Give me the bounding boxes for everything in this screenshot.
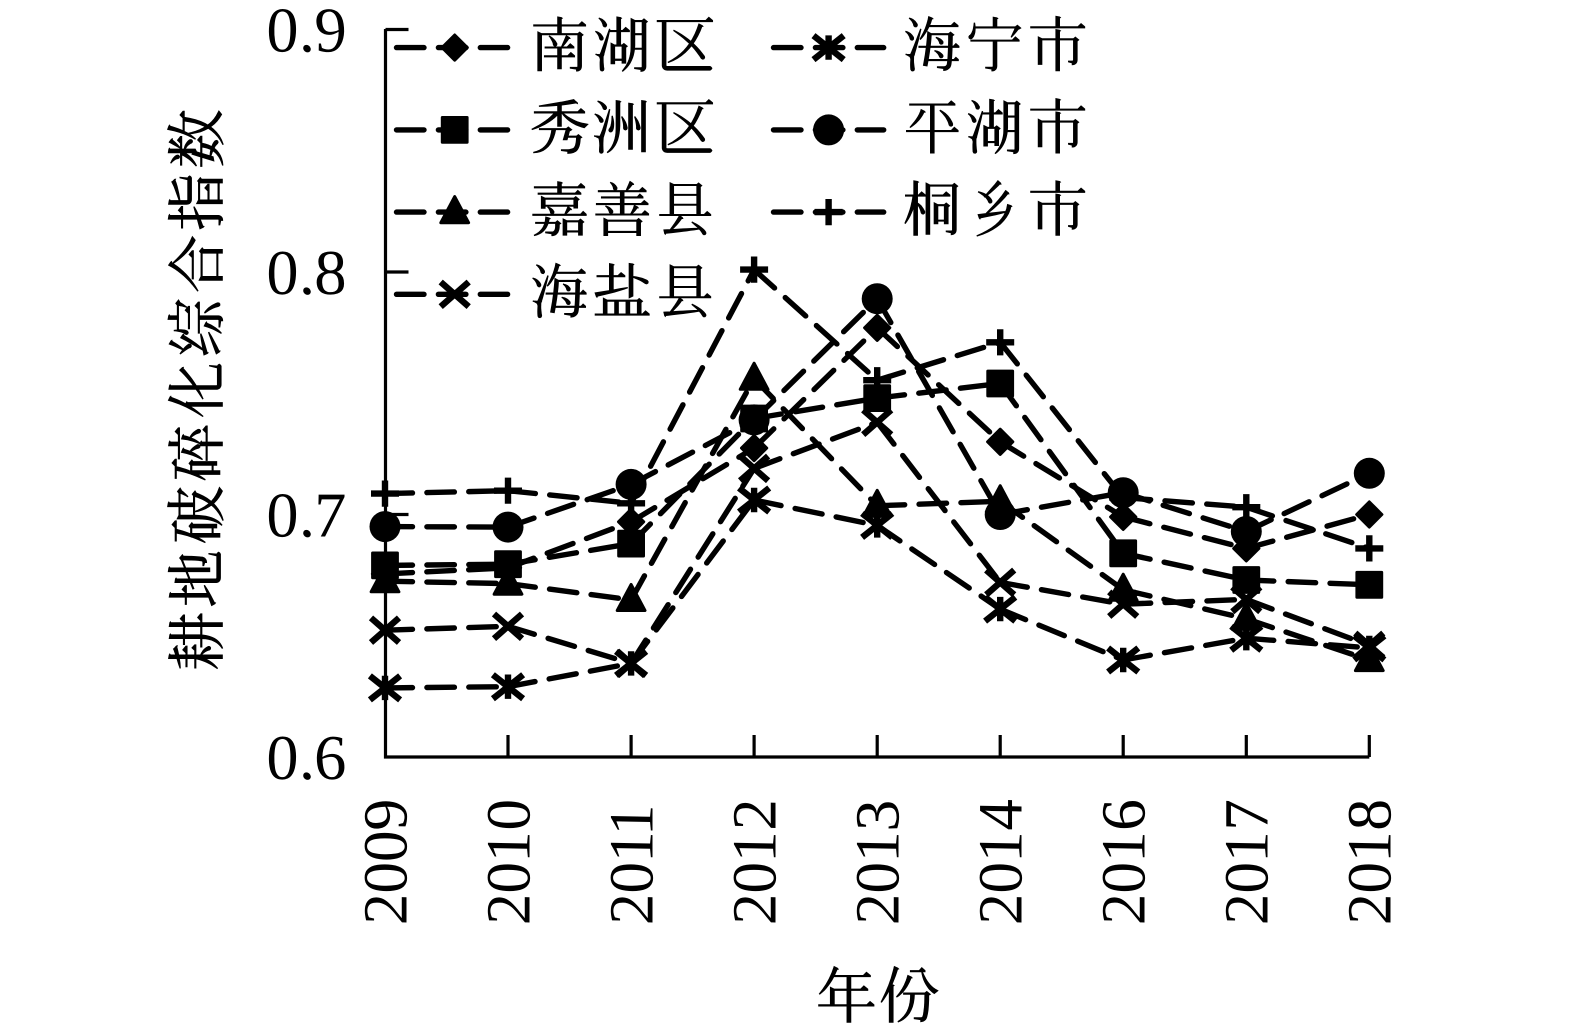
svg-text:2017: 2017	[1212, 792, 1282, 931]
svg-text:0.6: 0.6	[260, 722, 351, 793]
svg-text:2009: 2009	[351, 794, 421, 931]
svg-text:2010: 2010	[474, 794, 544, 931]
svg-text:0.9: 0.9	[260, 0, 351, 65]
svg-text:2014: 2014	[966, 794, 1036, 931]
svg-text:2013: 2013	[843, 794, 913, 931]
svg-text:2018: 2018	[1335, 794, 1405, 931]
svg-text:0.8: 0.8	[260, 237, 351, 308]
svg-text:2016: 2016	[1089, 794, 1159, 931]
svg-text:2011: 2011	[597, 799, 667, 931]
svg-text:2012: 2012	[720, 794, 790, 931]
svg-text:0.7: 0.7	[260, 480, 354, 551]
